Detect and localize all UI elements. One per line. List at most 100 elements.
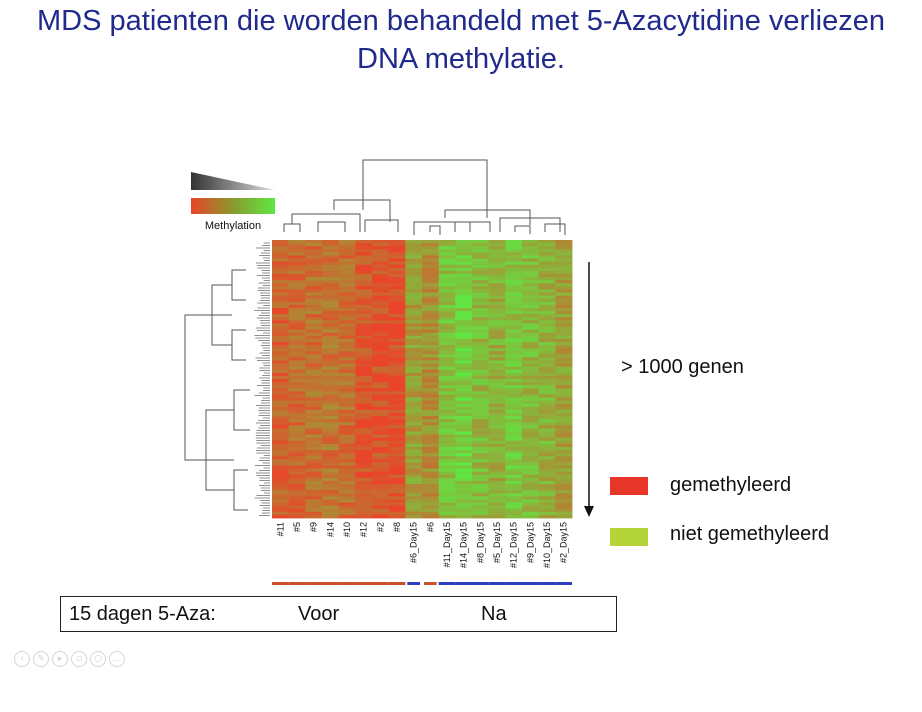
heatmap-cell xyxy=(538,273,556,278)
heatmap-cell xyxy=(338,307,356,312)
heatmap-cell xyxy=(422,258,440,263)
magnifier-icon[interactable]: ○ xyxy=(90,651,106,667)
heatmap-cell xyxy=(305,301,323,306)
heatmap-cell xyxy=(538,317,556,321)
heatmap-cell xyxy=(538,382,556,386)
heatmap-cell xyxy=(488,403,506,408)
heatmap-cell xyxy=(322,301,340,306)
heatmap-cell xyxy=(288,412,306,417)
heatmap-cell xyxy=(355,474,373,479)
zoom-icon[interactable]: ‹ xyxy=(14,651,30,667)
heatmap-cell xyxy=(338,453,356,457)
heatmap-cell xyxy=(405,295,423,300)
heatmap-cell xyxy=(338,477,356,482)
heatmap-cell xyxy=(405,434,423,439)
heatmap-cell xyxy=(488,453,506,457)
heatmap-cell xyxy=(472,311,490,315)
heatmap-cell xyxy=(372,270,390,275)
heatmap-cell xyxy=(322,490,340,494)
heatmap-cell xyxy=(422,406,440,411)
heatmap-cell xyxy=(488,437,506,442)
more-icon[interactable]: … xyxy=(109,651,125,667)
heatmap-cell xyxy=(538,314,556,318)
heatmap-cell xyxy=(438,514,456,519)
heatmap-cell xyxy=(388,301,406,306)
heatmap-cell xyxy=(555,360,573,364)
heatmap-cell xyxy=(472,499,490,503)
heatmap-cell xyxy=(505,480,523,485)
heatmap-cell xyxy=(388,289,406,293)
heatmap-cell xyxy=(272,379,290,383)
heatmap-cell xyxy=(355,341,373,346)
heatmap-cell xyxy=(305,425,323,429)
heatmap-cell xyxy=(322,267,340,272)
heatmap-cell xyxy=(422,323,440,327)
heatmap-cell xyxy=(322,474,340,479)
heatmap-cell xyxy=(322,332,340,337)
heatmap-cell xyxy=(505,382,523,386)
heatmap-cell xyxy=(338,379,356,383)
heatmap-cell xyxy=(505,363,523,368)
heatmap-cell xyxy=(272,419,290,423)
heatmap-cell xyxy=(355,446,373,451)
heatmap-cell xyxy=(272,382,290,386)
heatmap-cell xyxy=(305,419,323,423)
heatmap-cell xyxy=(455,283,473,287)
heatmap-cell xyxy=(272,391,290,395)
heatmap-cell xyxy=(488,496,506,500)
heatmap-cell xyxy=(472,329,490,334)
heatmap-cell xyxy=(405,412,423,417)
heatmap-cell xyxy=(455,474,473,479)
group-bar-segment xyxy=(505,582,522,585)
heatmap-cell xyxy=(338,280,356,284)
heatmap-cell xyxy=(505,280,523,284)
pen-icon[interactable]: ✎ xyxy=(33,651,49,667)
heatmap-cell xyxy=(355,425,373,429)
heatmap-cell xyxy=(288,345,306,349)
heatmap-cell xyxy=(422,508,440,513)
heatmap-cell xyxy=(455,499,473,503)
heatmap-cell xyxy=(305,326,323,330)
heatmap-cell xyxy=(438,480,456,485)
heatmap-cell xyxy=(388,345,406,349)
heatmap-cell xyxy=(372,388,390,392)
heatmap-cell xyxy=(505,403,523,408)
heatmap-cell xyxy=(455,428,473,432)
heatmap-cell xyxy=(355,431,373,435)
heatmap-cell xyxy=(305,249,323,253)
heatmap-cell xyxy=(422,372,440,377)
heatmap-cell xyxy=(488,249,506,253)
heatmap-cell xyxy=(305,283,323,287)
heatmap-cell xyxy=(488,490,506,494)
heatmap-cell xyxy=(322,360,340,364)
heatmap-cell xyxy=(405,255,423,259)
heatmap-cell xyxy=(338,289,356,293)
heatmap-cell xyxy=(405,511,423,516)
heatmap-cell xyxy=(338,490,356,494)
heatmap-cell xyxy=(322,357,340,361)
legend-label-unmethylated: niet gemethyleerd xyxy=(670,523,829,545)
heatmap-cell xyxy=(272,307,290,312)
heatmap-cell xyxy=(372,406,390,411)
play-icon[interactable]: ▸ xyxy=(52,651,68,667)
heatmap-cell xyxy=(555,280,573,284)
heatmap-cell xyxy=(522,329,540,334)
heatmap-cell xyxy=(522,264,540,269)
heatmap-cell xyxy=(505,416,523,420)
heatmap-cell xyxy=(538,363,556,368)
timing-before: Voor xyxy=(298,603,340,625)
heatmap-cell xyxy=(305,357,323,361)
heatmap-cell xyxy=(305,440,323,445)
heatmap-cell xyxy=(555,369,573,374)
heatmap-cell xyxy=(272,412,290,417)
heatmap-cell xyxy=(438,283,456,287)
heatmap-cell xyxy=(422,270,440,275)
heatmap-cell xyxy=(405,459,423,463)
heatmap-cell xyxy=(505,311,523,315)
heatmap-cell xyxy=(338,508,356,513)
heatmap-cell xyxy=(488,493,506,497)
slide-icon[interactable]: ▫ xyxy=(71,651,87,667)
heatmap-cell xyxy=(505,514,523,519)
heatmap-cell xyxy=(355,292,373,296)
heatmap-cell xyxy=(438,301,456,306)
